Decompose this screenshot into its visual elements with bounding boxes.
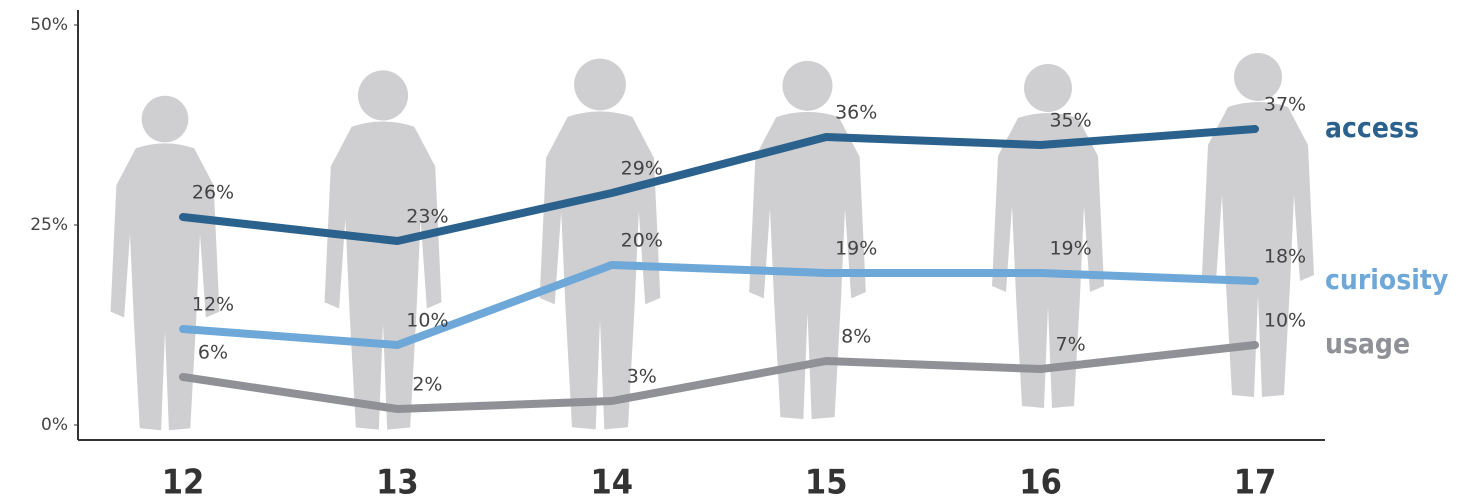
x-tick-label: 15 xyxy=(805,463,848,501)
y-tick-label: 50% xyxy=(30,15,68,35)
data-label: 3% xyxy=(627,366,657,388)
data-label: 2% xyxy=(412,374,442,396)
series-line xyxy=(179,261,1259,349)
series-line xyxy=(179,341,1259,413)
legend-label: access xyxy=(1325,111,1419,144)
silhouettes xyxy=(110,53,1314,431)
data-label: 23% xyxy=(406,206,448,228)
x-tick-label: 17 xyxy=(1234,463,1277,501)
x-tick-label: 14 xyxy=(591,463,634,501)
x-tick-label: 12 xyxy=(162,463,205,501)
data-label: 18% xyxy=(1264,246,1306,268)
data-label: 10% xyxy=(406,310,448,332)
data-label: 19% xyxy=(835,238,877,260)
y-tick-label: 25% xyxy=(30,215,68,235)
data-label: 19% xyxy=(1049,238,1091,260)
data-label: 29% xyxy=(621,158,663,180)
data-label: 6% xyxy=(198,342,228,364)
data-label: 26% xyxy=(192,182,234,204)
legend-label: curiosity xyxy=(1325,263,1448,296)
series-line xyxy=(179,125,1259,245)
data-label: 10% xyxy=(1264,310,1306,332)
data-label: 35% xyxy=(1049,110,1091,132)
data-label: 36% xyxy=(835,102,877,124)
data-label: 7% xyxy=(1056,334,1086,356)
data-label: 37% xyxy=(1264,94,1306,116)
y-tick-label: 0% xyxy=(41,415,68,435)
data-label: 12% xyxy=(192,294,234,316)
data-label: 8% xyxy=(841,326,871,348)
x-tick-label: 13 xyxy=(376,463,419,501)
legend-label: usage xyxy=(1325,327,1410,360)
x-tick-label: 16 xyxy=(1019,463,1062,501)
data-label: 20% xyxy=(621,230,663,252)
